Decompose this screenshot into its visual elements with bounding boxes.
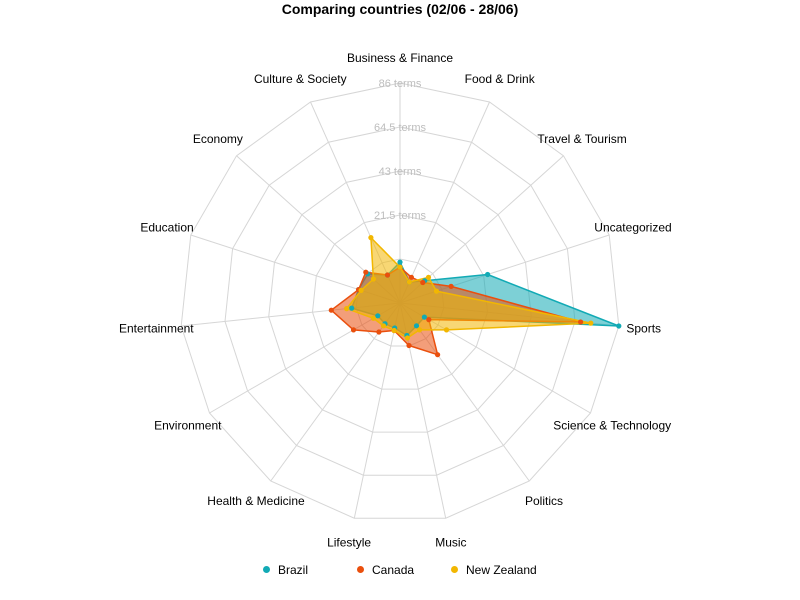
data-point [406, 342, 412, 349]
legend-item-new-zealand: New Zealand [451, 563, 537, 577]
grid-ring-5 [180, 82, 620, 519]
axis-label: Health & Medicine [207, 494, 305, 508]
data-point [397, 259, 403, 265]
legend-label: Brazil [278, 563, 309, 577]
data-point [408, 274, 414, 280]
data-point [413, 323, 420, 329]
axis-label: Music [435, 536, 466, 550]
grid-spoke [399, 101, 490, 304]
legend-swatch [263, 566, 270, 573]
data-point [425, 274, 432, 280]
data-point [375, 313, 381, 319]
legend-swatch [451, 566, 458, 573]
data-point [416, 327, 423, 333]
axis-label: Science & Technology [553, 419, 671, 433]
ring-label: 43 terms [379, 166, 422, 178]
data-point [376, 329, 382, 335]
data-point [391, 327, 397, 334]
axis-label: Travel & Tourism [537, 132, 626, 146]
data-point [433, 288, 440, 294]
data-point [485, 271, 491, 278]
data-point [328, 307, 334, 313]
legend: Brazil Canada New Zealand [0, 563, 800, 581]
data-point [370, 276, 376, 282]
data-point [344, 306, 350, 312]
legend-item-brazil: Brazil [263, 563, 308, 577]
data-point [370, 315, 376, 321]
data-point [578, 319, 584, 325]
legend-label: Canada [372, 563, 415, 577]
data-point [406, 279, 412, 285]
chart-title: Comparing countries (02/06 - 28/06) [282, 1, 519, 17]
legend-swatch [357, 566, 364, 573]
data-point [426, 317, 432, 323]
axis-label: Lifestyle [327, 536, 371, 550]
grid-ring-2 [311, 214, 489, 390]
axis-label: Food & Drink [465, 72, 536, 86]
axis-label: Uncategorized [594, 220, 671, 234]
axis-label: Culture & Society [254, 72, 347, 86]
ring-label: 64.5 terms [374, 122, 426, 134]
axis-label: Business & Finance [347, 51, 453, 65]
legend-item-canada: Canada [357, 563, 414, 577]
grid-spoke [353, 302, 401, 519]
ring-label: 86 terms [379, 78, 422, 90]
data-point [421, 314, 427, 320]
axis-label: Entertainment [119, 322, 194, 336]
data-point [384, 272, 391, 278]
data-point [349, 305, 355, 311]
data-point [368, 235, 374, 241]
data-point [350, 327, 357, 333]
series-layer [328, 235, 622, 358]
data-point [448, 283, 454, 289]
ring-labels: 21.5 terms 43 terms 64.5 terms 86 terms [374, 78, 426, 222]
axis-labels: Business & Finance Food & Drink Travel & T… [119, 51, 672, 550]
grid-ring-4 [224, 126, 576, 476]
data-point [616, 323, 622, 329]
data-point [435, 352, 441, 358]
axis-label: Environment [154, 419, 222, 433]
axis-label: Economy [193, 132, 243, 146]
data-point [397, 264, 403, 270]
data-point [404, 335, 410, 341]
axis-label: Politics [525, 494, 563, 508]
data-point [363, 269, 369, 275]
data-point [420, 279, 426, 286]
data-point [588, 320, 594, 326]
ring-label: 21.5 terms [374, 210, 426, 222]
legend-label: New Zealand [466, 563, 537, 577]
grid-ring-3 [268, 170, 532, 433]
data-point [358, 287, 364, 293]
data-point [380, 323, 387, 329]
axis-label: Education [140, 220, 193, 234]
data-point [443, 327, 450, 333]
series-area-new-zealand [345, 236, 592, 339]
axis-label: Sports [626, 322, 661, 336]
